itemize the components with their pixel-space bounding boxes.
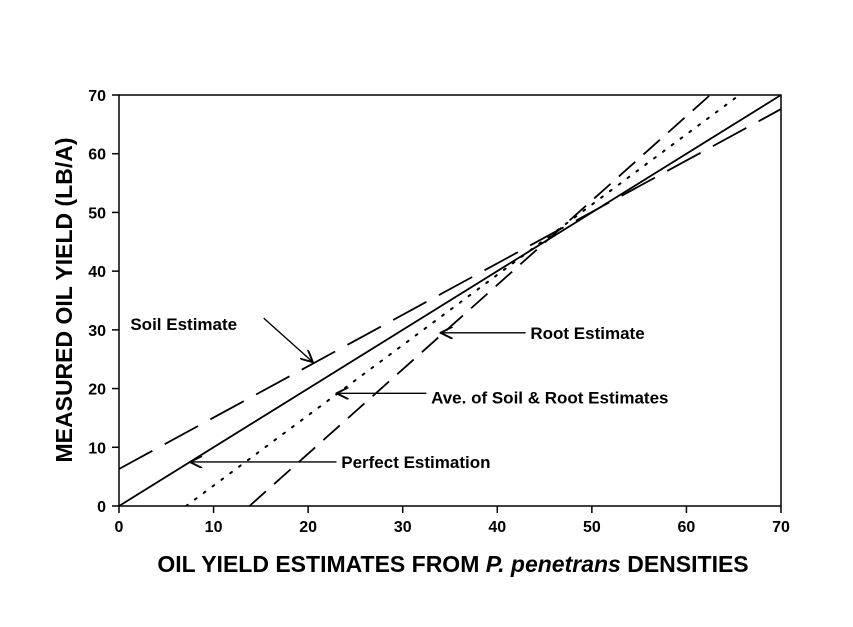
x-axis-title-species: P. penetrans <box>486 551 621 577</box>
y-tick-label: 20 <box>88 382 106 399</box>
x-axis-title-part-3: DENSITIES <box>621 551 749 577</box>
x-tick-label: 70 <box>772 519 790 536</box>
x-tick-label: 30 <box>394 519 412 536</box>
series-line-root-estimate <box>248 95 711 506</box>
y-tick-label: 40 <box>88 264 106 281</box>
x-tick-label: 20 <box>299 519 317 536</box>
x-tick-label: 60 <box>678 519 696 536</box>
annotation-label-ave-of-soil-root-estimates: Ave. of Soil & Root Estimates <box>431 388 668 407</box>
y-tick-label: 0 <box>97 499 106 516</box>
tick-layer: 0 10 20 30 40 50 60 70 0 10 20 30 40 50 60 70 <box>88 88 790 536</box>
series-line-perfect-estimation <box>119 95 781 506</box>
y-tick-label: 30 <box>88 323 106 340</box>
annotation-arrow-soil-estimate <box>263 317 313 362</box>
annotation-label-perfect-estimation: Perfect Estimation <box>341 453 490 472</box>
annotation-layer: Soil Estimate Root Estimate Ave. of Soil &… <box>130 315 668 472</box>
y-tick-label: 50 <box>88 205 106 222</box>
y-tick-label: 10 <box>88 440 106 457</box>
annotation-label-root-estimate: Root Estimate <box>530 324 644 343</box>
annotation-label-soil-estimate: Soil Estimate <box>130 315 237 334</box>
y-tick-label: 70 <box>88 88 106 105</box>
x-tick-label: 0 <box>115 519 124 536</box>
series-layer <box>119 95 781 506</box>
series-line-soil-estimate <box>119 108 781 470</box>
x-axis-title-part-1: OIL YIELD ESTIMATES FROM <box>157 551 485 577</box>
y-axis-title: MEASURED OIL YIELD (LB/A) <box>51 138 77 463</box>
plot-area <box>118 94 782 507</box>
x-tick-label: 10 <box>205 519 223 536</box>
x-tick-label: 50 <box>583 519 601 536</box>
x-tick-label: 40 <box>488 519 506 536</box>
y-tick-label: 60 <box>88 147 106 164</box>
series-line-ave-of-soil-root-estimates <box>185 95 741 506</box>
x-axis-title: OIL YIELD ESTIMATES FROM P. penetrans DE… <box>157 551 748 577</box>
plot-frame <box>118 94 782 507</box>
